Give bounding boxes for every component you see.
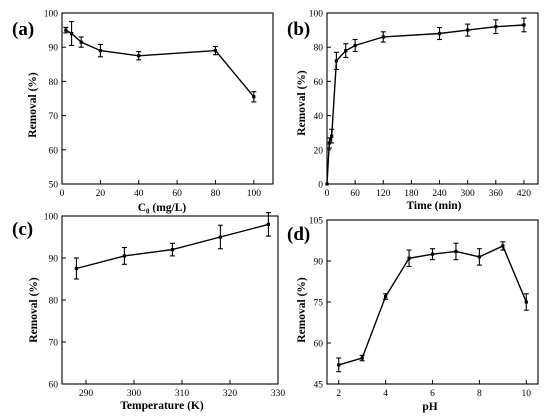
data-point-b [494,25,498,29]
data-point-b [437,31,442,36]
data-point-c [218,235,222,239]
data-point-a [69,31,74,36]
y-tick-label-d: 90 [314,258,324,268]
y-tick-label-a: 90 [49,44,59,54]
y-axis-title-b: Removal (%) [296,70,308,136]
data-point-b [344,49,348,53]
y-tick-label-b: 0 [318,181,323,191]
data-point-d [384,294,388,299]
x-tick-label-b: 300 [461,189,476,199]
data-point-b [325,182,329,186]
data-point-d [430,252,435,256]
x-tick-label-c: 320 [223,389,238,399]
x-tick-label-a: 0 [60,189,65,199]
x-tick-label-b: 360 [489,189,504,199]
y-tick-label-a: 100 [44,10,59,20]
x-tick-label-a: 100 [247,189,262,199]
data-point-a [64,28,68,32]
y-tick-label-b: 100 [309,10,324,20]
x-axis-title-c: Temperature (K) [120,400,204,412]
data-point-b [334,59,338,63]
x-tick-label-c: 290 [79,389,94,399]
y-tick-label-b: 20 [314,146,324,156]
y-tick-label-c: 90 [49,255,59,265]
data-point-d [454,249,458,254]
data-point-c [74,266,78,271]
y-tick-label-b: 60 [314,78,324,88]
y-tick-label-c: 60 [49,381,59,391]
data-point-b [522,23,526,27]
y-axis-title-d: Removal (%) [296,277,308,343]
y-tick-label-d: 75 [314,299,324,309]
x-axis-title-d: pH [422,401,437,413]
data-point-b [466,28,470,32]
data-point-c [170,248,174,252]
data-point-b [381,35,385,39]
panel-label-b: (b) [287,19,310,40]
y-tick-label-d: 45 [314,381,324,391]
data-point-d [360,356,364,360]
y-tick-label-b: 40 [314,112,324,122]
data-point-a [98,49,102,53]
x-tick-label-d: 10 [522,389,532,399]
y-tick-label-a: 70 [49,112,59,122]
y-tick-label-c: 80 [49,297,59,307]
y-tick-label-a: 60 [49,146,59,156]
data-point-d [407,256,411,260]
y-tick-label-a: 80 [49,78,59,88]
x-tick-label-c: 310 [175,389,190,399]
panel-label-d: (d) [287,224,310,245]
x-tick-label-b: 0 [325,189,330,199]
x-tick-label-a: 60 [172,189,182,199]
data-point-a [252,95,256,99]
y-axis-title-a: Removal (%) [27,72,39,138]
data-point-a [137,54,141,58]
data-point-b [330,134,334,138]
x-tick-label-a: 20 [96,189,106,199]
panel-c: (c) Removal (%) Temperature (K) 290 300 31… [12,212,286,412]
data-point-d [477,255,481,259]
y-tick-label-c: 100 [44,213,59,223]
plot-frame-b [326,12,539,185]
x-tick-label-d: 2 [336,389,341,399]
panel-label-c: (c) [12,219,33,240]
data-point-a [79,40,83,44]
x-tick-label-b: 180 [404,189,419,199]
y-tick-label-c: 70 [49,339,59,349]
panel-b: (b) Removal (%) Time (min) 0 60 120 180 240 3… [287,10,539,212]
y-axis-title-c: Removal (%) [28,277,40,343]
y-tick-label-b: 80 [314,44,324,54]
x-tick-label-d: 4 [383,389,388,399]
panel-a: (a) Removal (%) C₀ (mg/L) 0 20 40 60 80 100 50… [12,10,274,214]
x-tick-label-c: 300 [127,389,142,399]
panel-d: (d) Removal (%) pH 2 4 6 8 10 45 60 75 90 105 [287,217,539,413]
y-tick-label-a: 50 [49,181,59,191]
x-axis-title-a: C₀ (mg/L) [138,202,187,214]
x-axis-title-b: Time (min) [406,200,461,212]
data-point-c [266,222,270,226]
plot-frame-a [61,12,274,185]
x-tick-label-a: 80 [211,189,221,199]
x-tick-label-b: 240 [432,189,447,199]
x-tick-label-a: 40 [134,189,144,199]
y-tick-label-d: 60 [314,340,324,350]
x-tick-label-b: 120 [376,189,391,199]
data-point-c [122,254,126,258]
x-tick-label-d: 8 [477,389,482,399]
x-tick-label-b: 60 [350,189,360,199]
data-point-d [501,244,505,248]
data-point-d [337,363,341,367]
y-tick-label-d: 105 [309,217,324,227]
x-tick-label-b: 420 [517,189,532,199]
x-tick-label-d: 6 [430,389,435,399]
data-point-a [213,49,218,53]
x-tick-label-c: 330 [271,389,286,399]
data-point-b [353,43,357,48]
data-point-d [524,300,528,304]
panel-label-a: (a) [12,19,34,40]
